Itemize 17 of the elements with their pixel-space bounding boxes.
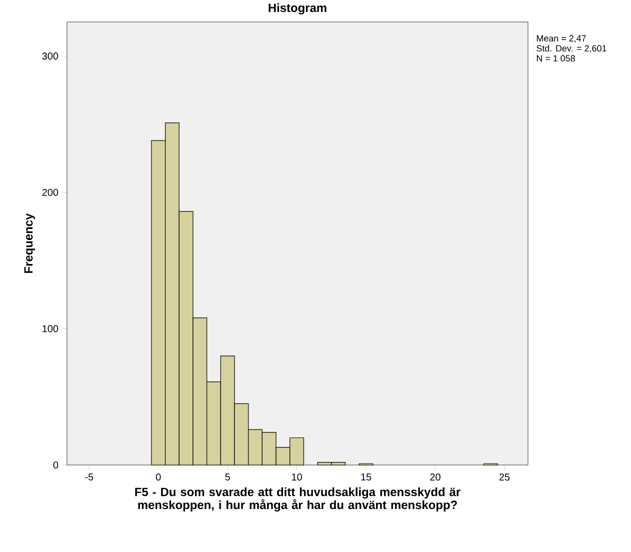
x-tick-label: 5 bbox=[225, 474, 230, 480]
chart-title: Histogram bbox=[268, 3, 326, 14]
y-axis-title: Frequency bbox=[24, 213, 36, 273]
x-tick-label: 25 bbox=[499, 474, 510, 481]
x-axis-title: F5 - Du som svarade att ditt huvudsakliga mensskydd är menskoppen, i hur många år har du använt menskopp? bbox=[135, 487, 460, 512]
y-tick-label: 200 bbox=[42, 188, 58, 196]
x-tick-label: 0 bbox=[156, 474, 161, 481]
y-tick-label: 300 bbox=[42, 52, 58, 60]
x-tick-label: 20 bbox=[430, 474, 440, 481]
x-tick-label: 15 bbox=[361, 474, 372, 480]
x-tick-label: -5 bbox=[85, 474, 94, 480]
text: Mean = 2,47 bbox=[536, 35, 586, 43]
y-tick-label: 0 bbox=[53, 461, 58, 469]
x-tick-label: 10 bbox=[292, 474, 302, 481]
text: Std. Dev. = 2,601 bbox=[536, 44, 606, 53]
text: N = 1 058 bbox=[536, 55, 575, 62]
y-tick-label: 100 bbox=[42, 325, 58, 332]
